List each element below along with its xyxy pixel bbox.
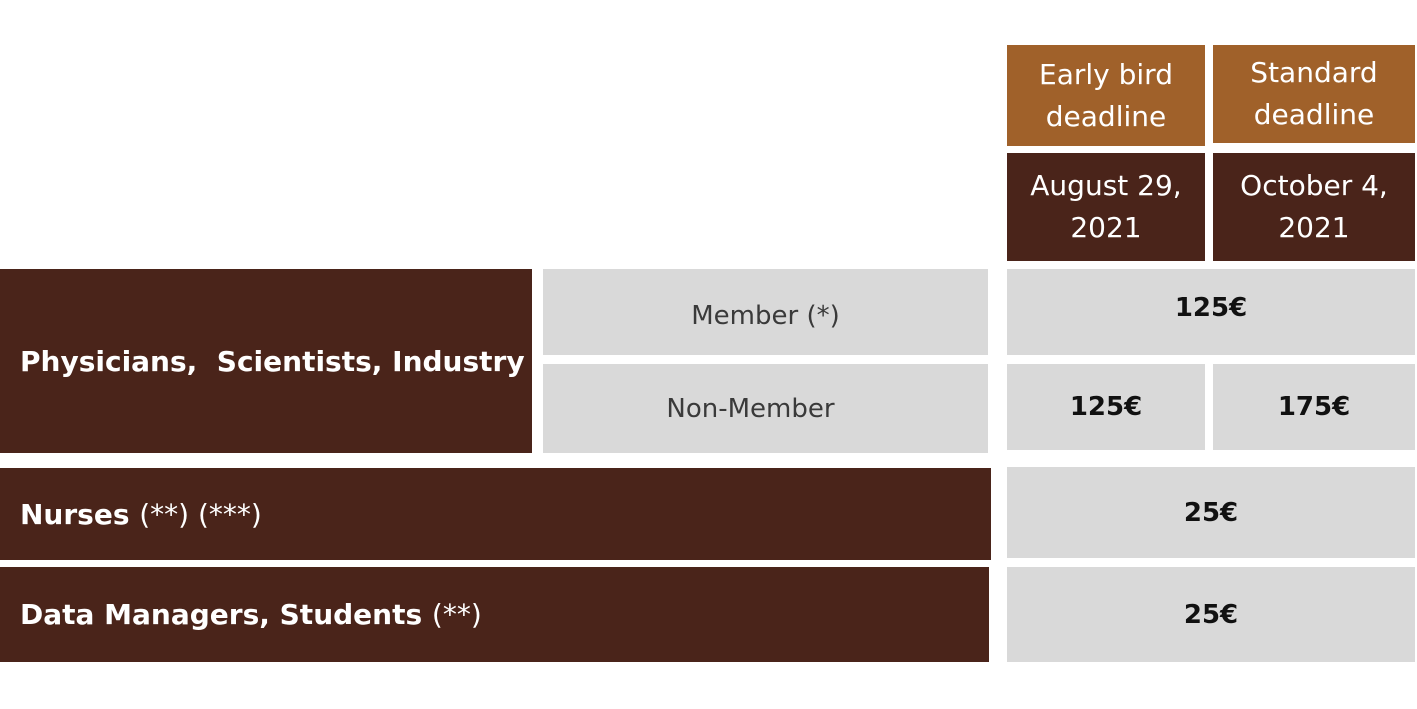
price-text: 125€ <box>1174 293 1248 323</box>
date-text: August 29, 2021 <box>1030 169 1182 244</box>
date-cell: October 4, 2021 <box>1213 153 1415 261</box>
subrow-label: Non-Member <box>543 364 988 453</box>
subrow-text: Member (*) <box>691 301 840 331</box>
column-header: Standard deadline <box>1213 45 1415 143</box>
price-text: 25€ <box>1183 599 1239 630</box>
column-header: Early bird deadline <box>1007 45 1205 146</box>
price-text: 25€ <box>1183 497 1239 528</box>
group-text: Data Managers, Students <box>20 598 423 631</box>
group-text: Nurses <box>20 497 130 531</box>
group-text: Physicians, Scientists, Industry <box>20 344 525 378</box>
price-cell: 125€ <box>1007 364 1205 450</box>
group-note: (**) <box>431 598 482 631</box>
date-text: October 4, 2021 <box>1240 169 1388 244</box>
header-text: Early bird deadline <box>1039 57 1173 133</box>
header-text: Standard deadline <box>1250 56 1378 131</box>
price-cell: 175€ <box>1213 364 1415 450</box>
price-text: 125€ <box>1069 392 1143 422</box>
price-text: 175€ <box>1277 392 1351 422</box>
price-cell: 25€ <box>1007 467 1415 558</box>
price-cell: 25€ <box>1007 567 1415 662</box>
subrow-label: Member (*) <box>543 269 988 355</box>
group-note: (**) (***) <box>139 497 262 531</box>
group-cell: Physicians, Scientists, Industry <box>0 269 532 453</box>
subrow-text: Non-Member <box>666 393 835 424</box>
group-cell: Data Managers, Students (**) <box>0 567 989 662</box>
price-cell: 125€ <box>1007 269 1415 355</box>
date-cell: August 29, 2021 <box>1007 153 1205 261</box>
group-cell: Nurses (**) (***) <box>0 468 991 560</box>
